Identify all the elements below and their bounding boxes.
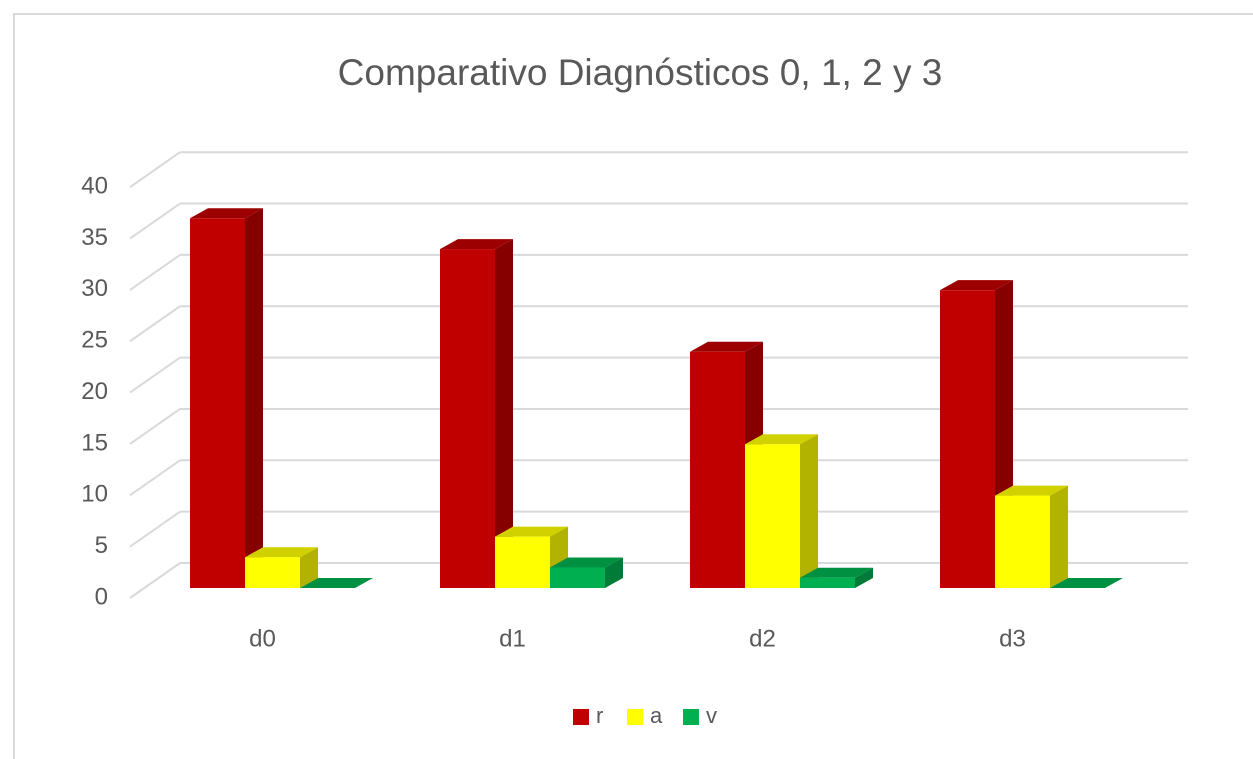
bar-top (745, 434, 818, 445)
bar (1050, 578, 1123, 588)
bar-front (245, 557, 300, 588)
bar-top (190, 208, 263, 219)
bar-top (940, 280, 1013, 291)
bar-top (300, 578, 373, 588)
grid-line (129, 459, 181, 497)
y-tick-label: 0 (95, 583, 108, 610)
bar-front (550, 567, 605, 588)
bar-front (800, 577, 855, 588)
bar-top (800, 567, 873, 578)
bar-top (495, 526, 568, 537)
bar (300, 578, 373, 588)
bar-front (495, 536, 550, 588)
bar (190, 208, 263, 588)
legend-swatch (683, 709, 699, 725)
bar-side (300, 547, 318, 588)
bar-side (1050, 485, 1068, 588)
y-tick-label: 20 (81, 378, 108, 405)
bar-side (495, 239, 513, 588)
chart-title: Comparativo Diagnósticos 0, 1, 2 y 3 (338, 52, 943, 93)
grid-line (129, 562, 181, 599)
legend-swatch (573, 709, 589, 725)
legend-label: r (596, 703, 603, 728)
bar-top (995, 485, 1068, 496)
y-tick-label: 35 (81, 224, 108, 251)
bar (245, 547, 318, 588)
bar-top (245, 547, 318, 558)
y-tick-label: 15 (81, 429, 108, 456)
bar-top (550, 557, 623, 568)
y-tick-label: 5 (95, 532, 108, 559)
y-tick-label: 30 (81, 275, 108, 302)
bar-side (605, 557, 623, 588)
grid-line (129, 254, 181, 291)
y-tick-label: 10 (81, 481, 108, 508)
bar (495, 526, 568, 588)
grid-line (129, 202, 181, 240)
x-tick-label: d3 (999, 625, 1026, 652)
legend-label: a (650, 703, 663, 728)
bar-top (690, 341, 763, 352)
grid-line (129, 408, 181, 445)
bar-top (1050, 578, 1123, 588)
x-tick-label: d0 (249, 625, 276, 652)
grid-line (129, 151, 181, 189)
bar-side (245, 208, 263, 588)
bar-top (440, 239, 513, 250)
x-tick-label: d1 (499, 625, 526, 652)
bar (745, 434, 818, 588)
bar-front (940, 290, 995, 588)
bar-front (440, 249, 495, 588)
bar-side (800, 434, 818, 588)
legend-swatch (627, 709, 643, 725)
grid-line (129, 305, 181, 343)
bar-front (190, 218, 245, 588)
bar (550, 557, 623, 588)
legend-label: v (706, 703, 717, 728)
y-tick-label: 25 (81, 327, 108, 354)
bar-front (745, 444, 800, 588)
bar (440, 239, 513, 588)
bar (800, 567, 873, 588)
bar-front (995, 495, 1050, 588)
grid-line (129, 510, 181, 548)
bar-front (690, 351, 745, 588)
y-tick-label: 40 (81, 173, 108, 200)
grid-line (129, 356, 181, 394)
x-tick-label: d2 (749, 625, 776, 652)
bar-side (855, 567, 873, 588)
bar (995, 485, 1068, 588)
